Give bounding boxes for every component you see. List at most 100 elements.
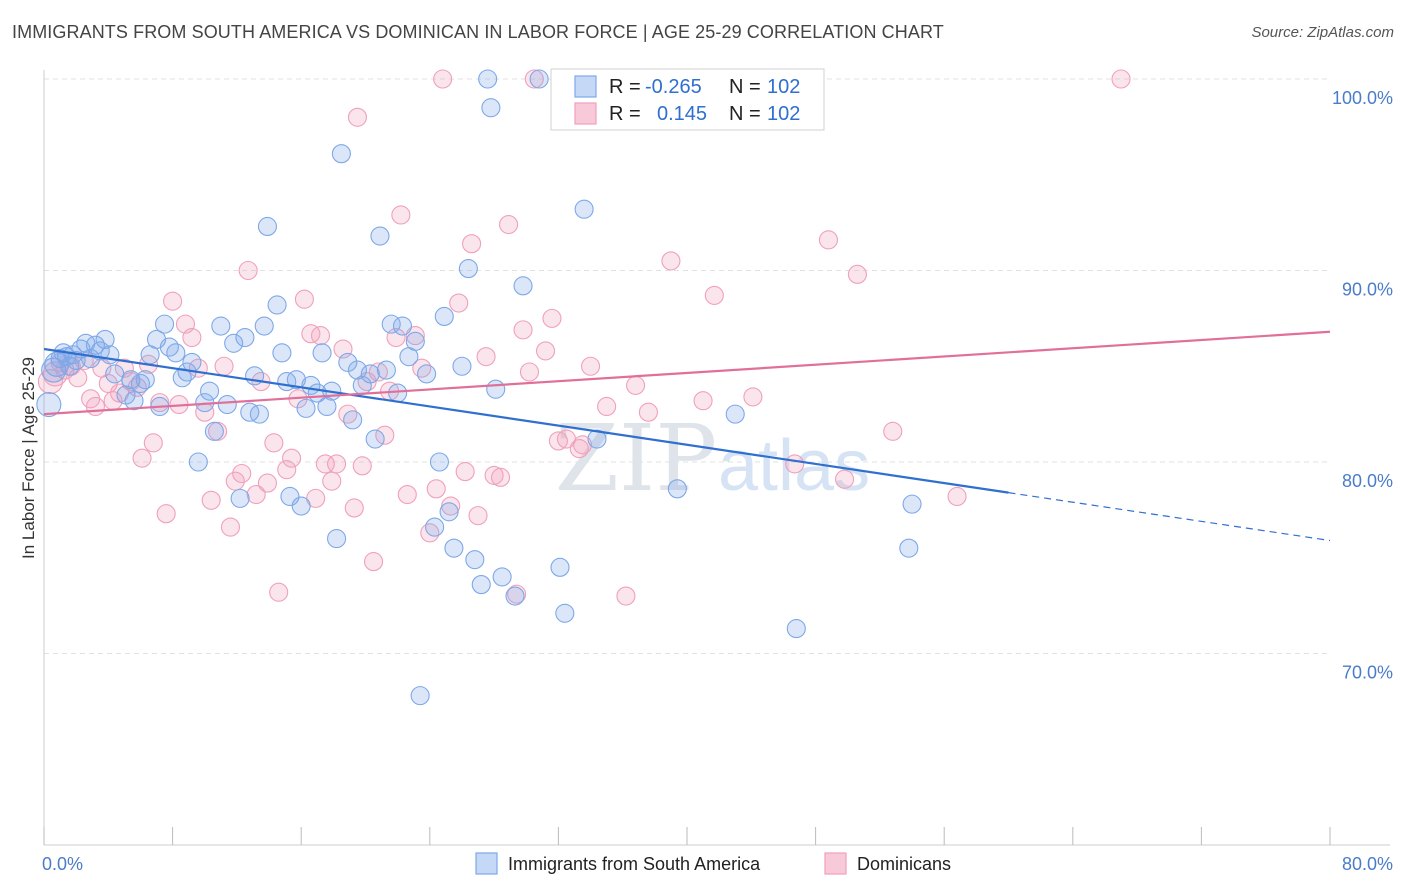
y-tick-label-0: 100.0%	[1332, 88, 1393, 108]
south-america-point-80	[458, 259, 478, 279]
legend-n-label-pink: N =	[729, 103, 761, 125]
south-america-point-63	[360, 364, 380, 384]
south-america-point-34	[204, 421, 224, 441]
dominicans-point-47	[322, 471, 342, 491]
south-america-point-44	[257, 216, 277, 237]
south-america-point-55	[317, 396, 337, 417]
south-america-point-78	[444, 538, 464, 558]
dominicans-point-69	[455, 462, 475, 482]
dominicans-point-16	[132, 448, 152, 468]
south-america-point-21	[135, 370, 155, 390]
dominicans-point-62	[405, 326, 425, 346]
dominicans-point-91	[693, 391, 713, 411]
legend-r-value-blue: -0.265	[645, 76, 702, 98]
legend-n-label-blue: N =	[729, 76, 761, 98]
south-america-point-82	[471, 575, 491, 595]
dominicans-point-75	[499, 214, 519, 235]
south-america-point-61	[347, 360, 368, 380]
south-america-point-51	[296, 398, 316, 418]
south-america-point-64	[365, 429, 385, 449]
dominicans-point-84	[569, 439, 589, 459]
south-america-point-35	[211, 316, 231, 336]
dominicans-point-46	[315, 454, 335, 474]
south-america-point-43	[254, 316, 274, 336]
south-america-point-15	[100, 345, 120, 365]
south-america-point-96	[786, 619, 806, 639]
south-america-point-81	[465, 550, 485, 570]
south-america-point-36	[217, 394, 237, 415]
south-america-point-0	[36, 391, 62, 418]
south-america-point-60	[343, 410, 363, 430]
dominicans-point-65	[426, 479, 446, 499]
dominicans-point-73	[484, 465, 504, 485]
south-america-point-84	[481, 98, 501, 118]
dominicans-point-29	[214, 356, 234, 376]
dominicans-point-38	[269, 582, 289, 602]
south-america-trend-line	[43, 347, 1009, 494]
south-america-point-31	[188, 452, 208, 472]
south-america-point-73	[417, 364, 437, 384]
dominicans-point-78	[519, 362, 540, 382]
south-america-point-94	[667, 479, 687, 499]
legend-r-label-blue: R =	[609, 76, 641, 98]
dominicans-point-71	[468, 506, 488, 526]
south-america-point-54	[312, 343, 332, 363]
x-tick-label-1: 80.0%	[1342, 854, 1393, 874]
chart-source: Source: ZipAtlas.com	[1251, 24, 1394, 41]
dominicans-point-5	[68, 368, 88, 388]
south-america-point-91	[555, 603, 575, 623]
dominicans-point-66	[433, 69, 453, 89]
dominicans-point-34	[246, 485, 266, 505]
dominicans-point-79	[524, 69, 544, 89]
south-america-point-42	[249, 404, 269, 424]
axes	[43, 70, 1390, 846]
south-america-point-45	[267, 295, 287, 315]
south-america-point-33	[200, 381, 220, 401]
south-america-point-13	[90, 341, 110, 361]
dominicans-point-37	[264, 433, 284, 453]
south-america-point-77	[439, 502, 459, 522]
series-legend-label-pink: Dominicans	[857, 854, 951, 874]
dominicans-point-77	[513, 320, 533, 340]
dominicans-point-90	[661, 251, 681, 271]
south-america-point-85	[486, 379, 506, 399]
south-america-point-25	[155, 314, 175, 334]
legend-r-value-pink: 0.145	[657, 103, 707, 125]
dominicans-point-32	[232, 463, 252, 484]
south-america-point-14	[95, 329, 115, 349]
dominicans-point-55	[363, 552, 384, 572]
tick-labels: 100.0% 90.0% 80.0% 70.0% 0.0% 80.0%	[42, 88, 1393, 874]
dominicans-point-96	[834, 469, 855, 489]
south-america-point-89	[529, 69, 549, 89]
watermark-atlas: atlas	[718, 426, 870, 506]
dominicans-point-56	[368, 362, 388, 382]
south-america-point-19	[124, 391, 144, 411]
dominicans-point-93	[743, 387, 763, 407]
watermark: ZIP atlas	[555, 405, 870, 512]
y-tick-label-3: 70.0%	[1342, 663, 1393, 683]
chart-title: IMMIGRANTS FROM SOUTH AMERICA VS DOMINIC…	[12, 22, 944, 42]
south-america-point-30	[182, 352, 202, 372]
dominicans-point-45	[310, 326, 331, 346]
dominicans-point-30	[220, 517, 241, 537]
dominicans-point-99	[947, 486, 967, 507]
dominicans-point-97	[847, 264, 867, 284]
south-america-point-16	[105, 364, 125, 384]
legend-swatch-pink	[574, 102, 597, 125]
dominicans-point-101	[572, 435, 593, 455]
dominicans-point-72	[476, 347, 496, 367]
south-america-point-65	[370, 226, 390, 246]
dominicans-point-88	[626, 375, 646, 395]
south-america-point-68	[388, 383, 408, 403]
south-america-point-66	[376, 360, 396, 380]
dominicans-point-98	[883, 421, 903, 441]
south-america-point-95	[725, 404, 745, 424]
dominicans-point-21	[163, 291, 183, 311]
south-america-point-27	[166, 343, 186, 363]
south-america-point-98	[902, 494, 922, 514]
dominicans-point-52	[347, 107, 368, 127]
dominicans-point-42	[294, 289, 314, 309]
dominicans-point-24	[182, 327, 202, 348]
y-tick-label-2: 80.0%	[1342, 471, 1393, 491]
south-america-point-37	[224, 333, 244, 353]
